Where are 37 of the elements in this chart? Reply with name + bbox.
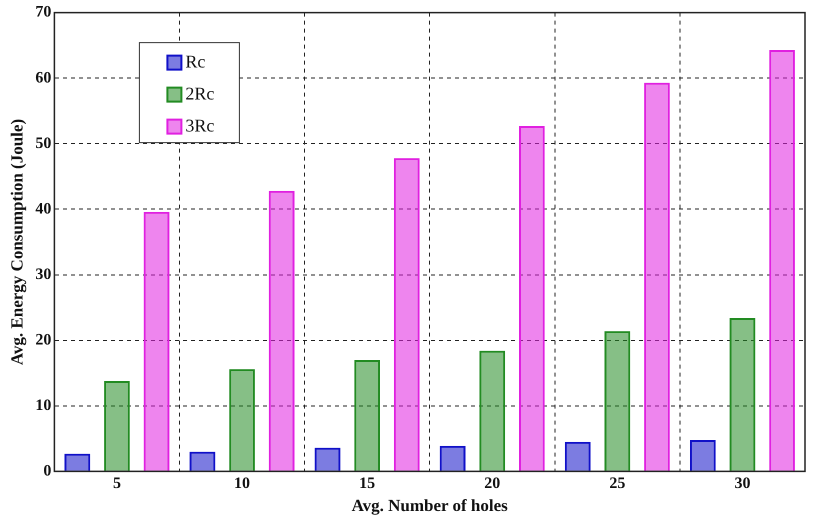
bar [769, 50, 795, 471]
bar [479, 350, 506, 471]
y-tick-label: 40 [35, 200, 52, 218]
x-axis-title: Avg. Number of holes [352, 496, 508, 516]
x-tick-label: 20 [484, 475, 500, 492]
y-tick-label: 10 [35, 397, 52, 414]
legend-label: Rc [185, 51, 206, 72]
bar [104, 380, 130, 471]
x-tick-label: 25 [609, 475, 626, 492]
x-tick-label: 15 [359, 475, 376, 492]
y-tick-label: 20 [35, 331, 52, 348]
legend-label: 2Rc [185, 83, 214, 104]
y-tick-label: 70 [35, 4, 52, 21]
bar [144, 212, 170, 471]
bar [354, 360, 380, 471]
bar [268, 190, 295, 471]
bar [314, 448, 340, 471]
bar [730, 318, 756, 471]
y-tick-label: 0 [43, 462, 52, 480]
y-tick-label: 50 [35, 134, 52, 152]
bar [564, 442, 591, 471]
bar [604, 331, 630, 471]
bar [229, 369, 255, 471]
x-tick-label: 10 [234, 475, 250, 492]
y-tick-label: 30 [35, 266, 52, 283]
y-axis-title: Avg. Energy Consumption (Joule) [8, 118, 27, 366]
bar [394, 158, 420, 471]
legend-label: 3Rc [185, 115, 214, 136]
bar [64, 454, 90, 471]
bar [190, 452, 216, 471]
y-tick-label: 60 [35, 69, 52, 86]
bar [440, 446, 466, 471]
x-tick-label: 30 [734, 475, 750, 492]
bar [690, 440, 716, 471]
bar [644, 82, 670, 471]
x-tick-label: 5 [112, 475, 121, 492]
bar [518, 126, 545, 471]
